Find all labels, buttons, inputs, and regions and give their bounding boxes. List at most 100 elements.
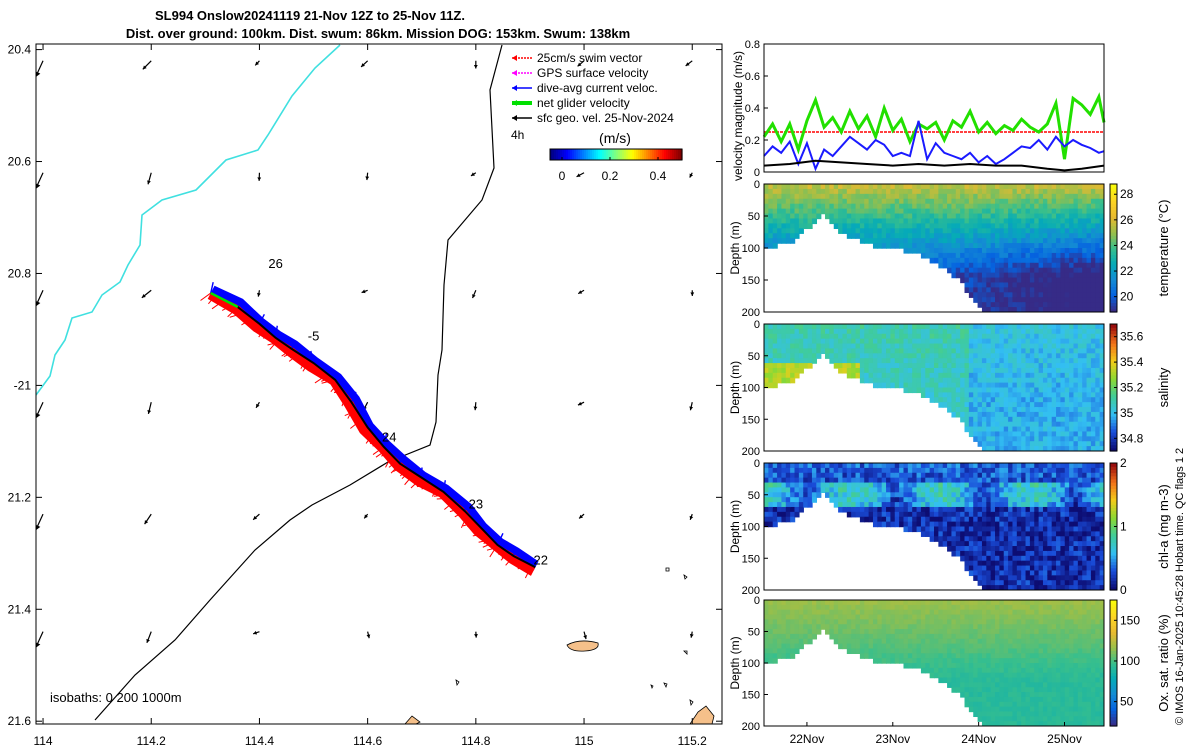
section-cell [1038,521,1044,528]
section-cell [929,372,935,379]
section-cell [842,198,848,205]
section-cell [794,213,800,220]
section-cell [1012,416,1018,423]
geostrophic-arrow-head [361,289,366,294]
section-cell [1099,521,1104,528]
section-cell [912,324,918,330]
section-cell [1064,472,1070,479]
section-cell [912,492,918,498]
section-cell [820,624,826,630]
section-cell [890,184,896,190]
section-cell [1042,521,1049,528]
section-cell [1060,218,1066,225]
section-cell [1073,208,1079,215]
section-cell [1038,560,1044,567]
section-cell [1012,358,1018,364]
section-cell [1056,267,1062,274]
section-cell [881,497,887,503]
section-cell [973,402,979,408]
section-cell [1051,333,1057,340]
section-cell [859,487,865,494]
section-cell [1069,487,1075,494]
section-cell [907,333,913,340]
section-cell [1042,243,1049,249]
section-cell [877,467,883,474]
section-cell [999,541,1005,547]
colorbar-cell [618,149,621,160]
section-cell [929,333,935,340]
section-cell [1029,541,1035,547]
section-cell [785,324,791,330]
section-cell [899,218,905,225]
geostrophic-arrow-head [36,412,41,419]
section-cell [1095,282,1101,289]
section-cell [1073,421,1079,428]
section-cell [1095,243,1101,249]
section-cell [916,338,922,345]
section-cell [864,367,870,374]
geostrophic-arrow-head [472,294,476,299]
section-cell [768,624,774,630]
section-cell [777,629,783,635]
section-cell [1073,407,1079,413]
section-cell [968,392,974,398]
section-cell [1051,324,1057,330]
section-cell [781,506,787,513]
section-cell [1042,565,1049,572]
section-cell [1025,297,1031,303]
section-cell [794,203,800,210]
section-cell [999,467,1005,474]
section-cell [877,188,883,195]
section-cell [1038,487,1044,494]
section-cell [1021,436,1027,442]
section-cell [1064,257,1070,264]
section-cell [1051,472,1057,479]
section-cell [995,333,1001,340]
geostrophic-arrow-head [689,515,694,520]
section-cell [1099,575,1104,581]
section-cell [794,497,800,503]
section-cell [872,208,879,215]
section-cell [1042,436,1049,442]
section-cell [938,541,944,547]
swim-vector-spike [343,398,350,404]
section-cell [816,203,822,210]
section-cell [868,213,874,220]
section-cell [907,213,913,220]
section-cell [907,208,913,215]
section-cell [868,516,874,523]
section-cell [942,262,948,269]
section-cell [990,492,996,498]
section-cell [955,377,961,384]
section-cell [1021,387,1027,394]
section-cell [986,338,992,345]
section-cell [1029,585,1035,590]
section-cell [995,472,1001,479]
section-cell [1073,585,1079,590]
section-cell [877,203,883,210]
section-cell [1012,546,1018,552]
section-cell [1038,506,1044,513]
section-cell [807,609,813,616]
section-cell [960,193,966,200]
section-cell [811,338,818,345]
section-cell [890,338,896,345]
section-cell [1008,382,1014,389]
section-cell [1012,262,1018,269]
section-cell [807,333,813,340]
section-cell [1082,511,1088,518]
section-cell [772,487,778,494]
section-cell [977,262,983,269]
section-cell [955,526,961,533]
swim-vector-spike [244,320,256,324]
section-cell [1038,297,1044,303]
colorbar-cell [566,149,569,160]
section-cell [1025,555,1031,562]
section-cell [1073,387,1079,394]
section-cell [825,213,831,220]
section-cell [785,492,791,498]
section-cell [916,333,922,340]
section-cell [973,555,979,562]
colorbar-cell [592,149,595,160]
